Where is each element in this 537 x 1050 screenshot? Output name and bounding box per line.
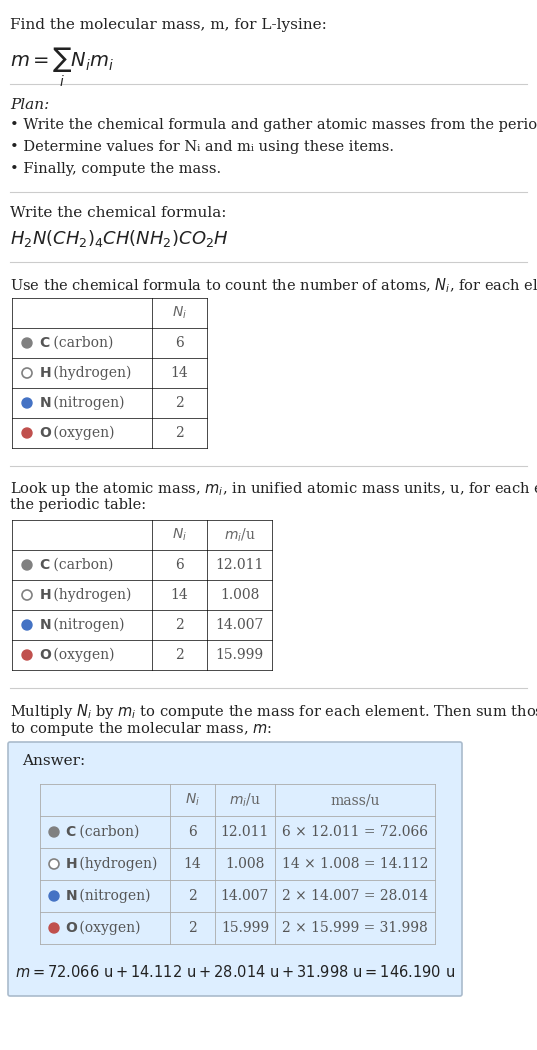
Text: 1.008: 1.008 [226,857,265,872]
Text: 15.999: 15.999 [221,921,269,934]
Text: 6: 6 [175,558,184,572]
Text: $\bf{N}$: $\bf{N}$ [39,618,52,632]
Text: Use the chemical formula to count the number of atoms, $N_i$, for each element:: Use the chemical formula to count the nu… [10,276,537,295]
Text: 14: 14 [171,366,188,380]
Text: (nitrogen): (nitrogen) [75,888,150,903]
Text: 2: 2 [175,618,184,632]
Text: $\bf{N}$: $\bf{N}$ [65,889,77,903]
Text: $\bf{H}$: $\bf{H}$ [39,588,52,602]
Text: 14: 14 [184,857,201,872]
Text: 12.011: 12.011 [221,825,269,839]
Text: 15.999: 15.999 [215,648,264,662]
Circle shape [22,428,32,438]
Text: • Write the chemical formula and gather atomic masses from the periodic table.: • Write the chemical formula and gather … [10,118,537,132]
Text: Multiply $N_i$ by $m_i$ to compute the mass for each element. Then sum those val: Multiply $N_i$ by $m_i$ to compute the m… [10,702,537,721]
Text: $N_i$: $N_i$ [172,527,187,543]
Circle shape [49,891,59,901]
Text: 6: 6 [175,336,184,350]
Text: Write the chemical formula:: Write the chemical formula: [10,206,227,220]
Circle shape [22,620,32,630]
Text: 6 × 12.011 = 72.066: 6 × 12.011 = 72.066 [282,825,428,839]
Text: (hydrogen): (hydrogen) [75,857,157,872]
Circle shape [22,338,32,348]
Text: (carbon): (carbon) [49,558,113,572]
Text: $\bf{C}$: $\bf{C}$ [39,336,50,350]
Text: (carbon): (carbon) [75,825,140,839]
Text: $m = 72.066\ \mathrm{u} + 14.112\ \mathrm{u} + 28.014\ \mathrm{u} + 31.998\ \mat: $m = 72.066\ \mathrm{u} + 14.112\ \mathr… [15,964,455,980]
Text: to compute the molecular mass, $m$:: to compute the molecular mass, $m$: [10,720,272,738]
Text: 14.007: 14.007 [215,618,264,632]
Text: $\bf{O}$: $\bf{O}$ [39,648,52,662]
Text: $\bf{O}$: $\bf{O}$ [65,921,78,934]
Text: (hydrogen): (hydrogen) [49,588,132,603]
FancyBboxPatch shape [8,742,462,996]
Text: the periodic table:: the periodic table: [10,498,146,512]
Circle shape [22,650,32,660]
Text: $m = \sum_i N_i m_i$: $m = \sum_i N_i m_i$ [10,46,114,89]
Text: 2: 2 [175,396,184,410]
Text: Look up the atomic mass, $m_i$, in unified atomic mass units, u, for each elemen: Look up the atomic mass, $m_i$, in unifi… [10,480,537,498]
Text: (carbon): (carbon) [49,336,113,350]
Text: 2 × 14.007 = 28.014: 2 × 14.007 = 28.014 [282,889,428,903]
Circle shape [49,923,59,933]
Circle shape [22,560,32,570]
Text: 2: 2 [175,648,184,662]
Text: 14 × 1.008 = 14.112: 14 × 1.008 = 14.112 [282,857,428,872]
Text: 2: 2 [188,889,197,903]
Text: Answer:: Answer: [22,754,85,768]
Text: 2: 2 [188,921,197,934]
Text: $H_2N(CH_2)_4CH(NH_2)CO_2H$: $H_2N(CH_2)_4CH(NH_2)CO_2H$ [10,228,229,249]
Circle shape [22,398,32,408]
Text: 6: 6 [188,825,197,839]
Circle shape [49,827,59,837]
Text: $\bf{H}$: $\bf{H}$ [65,857,77,872]
Circle shape [22,368,32,378]
Text: Find the molecular mass, m, for L-lysine:: Find the molecular mass, m, for L-lysine… [10,18,327,32]
Text: $\bf{N}$: $\bf{N}$ [39,396,52,410]
Text: (oxygen): (oxygen) [49,648,114,663]
Text: 12.011: 12.011 [215,558,264,572]
Text: 14: 14 [171,588,188,602]
Text: $\bf{C}$: $\bf{C}$ [65,825,76,839]
Text: 14.007: 14.007 [221,889,269,903]
Text: $\bf{H}$: $\bf{H}$ [39,366,52,380]
Text: $\bf{O}$: $\bf{O}$ [39,426,52,440]
Text: 1.008: 1.008 [220,588,259,602]
Text: Plan:: Plan: [10,98,49,112]
Text: $\bf{C}$: $\bf{C}$ [39,558,50,572]
Text: mass/u: mass/u [330,793,380,807]
Circle shape [22,590,32,600]
Text: 2: 2 [175,426,184,440]
Text: (nitrogen): (nitrogen) [49,396,125,411]
Text: • Finally, compute the mass.: • Finally, compute the mass. [10,162,221,176]
Text: $m_i$/u: $m_i$/u [223,526,256,544]
Text: • Determine values for Nᵢ and mᵢ using these items.: • Determine values for Nᵢ and mᵢ using t… [10,140,394,154]
Text: (oxygen): (oxygen) [49,426,114,440]
Circle shape [49,859,59,869]
Text: (oxygen): (oxygen) [75,921,141,936]
Text: 2 × 15.999 = 31.998: 2 × 15.999 = 31.998 [282,921,428,934]
Text: $N_i$: $N_i$ [172,304,187,321]
Text: (hydrogen): (hydrogen) [49,365,132,380]
Text: $N_i$: $N_i$ [185,792,200,809]
Text: (nitrogen): (nitrogen) [49,617,125,632]
Text: $m_i$/u: $m_i$/u [229,792,261,809]
